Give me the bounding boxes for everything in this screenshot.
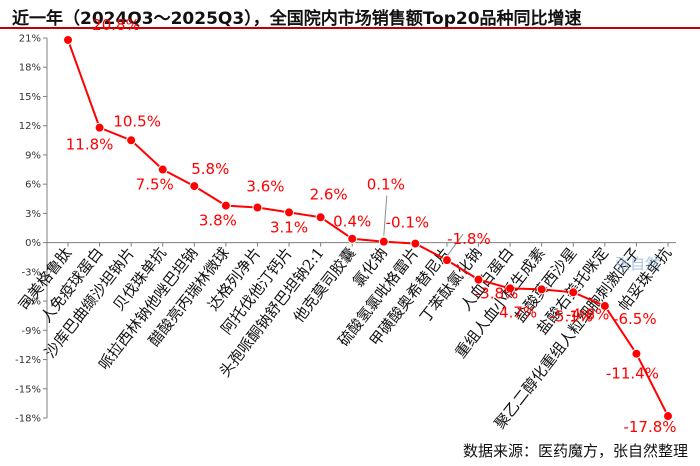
data-point	[410, 238, 421, 249]
data-point	[94, 122, 105, 133]
data-point	[378, 236, 389, 247]
data-point	[220, 200, 231, 211]
y-tick-label: 15%	[19, 92, 41, 103]
data-label: 2.6%	[310, 185, 348, 203]
source-note: 数据来源：医药魔方，张自然整理	[462, 442, 688, 460]
data-label-layer: 20.8% 11.8% 10.5% 7.5% 5.8% 3.8% 3.6% 3.1%2.6% 0…	[66, 16, 677, 436]
data-label: 11.8%	[66, 136, 114, 154]
y-tick-label: 0%	[25, 238, 41, 249]
data-point	[536, 284, 547, 295]
data-label: -0.1%	[386, 214, 430, 232]
data-label: -1.8%	[447, 230, 491, 248]
y-tick-label: -6%	[22, 297, 41, 308]
y-tick-label: 9%	[25, 150, 41, 161]
watermark: 张自然	[615, 255, 661, 273]
y-tick-label: -12%	[15, 355, 41, 366]
data-label: 3.8%	[199, 212, 237, 230]
axis-layer: 21% 18% 15% 12% 9% 6% 3% 0% -3% -6% -9% -12% -15% -18…	[15, 34, 676, 425]
y-tick-label: 6%	[25, 180, 41, 191]
leader-line	[446, 233, 464, 257]
series-line	[67, 39, 669, 417]
data-point	[157, 164, 168, 175]
y-tick-label: -9%	[22, 326, 41, 337]
data-point	[63, 34, 73, 45]
data-label: -17.8%	[623, 418, 676, 436]
series-line-layer	[67, 39, 669, 417]
data-point	[568, 287, 579, 298]
data-label: 10.5%	[113, 112, 161, 130]
y-tick-label: -15%	[15, 384, 41, 395]
data-point	[347, 233, 358, 244]
data-label: -3.8%	[475, 285, 519, 303]
data-point	[189, 181, 200, 192]
data-label: -4.8%	[566, 305, 610, 323]
y-tick-label: 12%	[19, 121, 41, 132]
data-point	[315, 212, 326, 223]
data-label: 3.6%	[246, 178, 284, 196]
data-label: 0.1%	[367, 176, 405, 194]
data-point	[252, 202, 263, 213]
data-label: -5.1%	[549, 307, 593, 325]
data-point	[599, 300, 610, 311]
data-point	[441, 255, 452, 266]
data-label: -6.5%	[613, 310, 657, 328]
data-label: -11.4%	[606, 365, 659, 383]
leader-lines	[383, 195, 464, 257]
data-label: 3.1%	[270, 218, 308, 236]
category-labels: 司美格鲁肽人免疫球蛋白沙库巴曲缬沙坦钠片贝伐珠单抗哌拉西林钠他唑巴坦钠醋酸亮丙瑞…	[15, 244, 675, 432]
data-label: 0.4%	[333, 213, 371, 231]
data-point	[284, 207, 295, 218]
y-tick-label: 18%	[19, 63, 41, 74]
data-point	[505, 283, 516, 294]
data-point	[126, 135, 137, 146]
data-label: 5.8%	[191, 160, 229, 178]
header-rule	[0, 27, 700, 29]
leader-line	[383, 195, 388, 236]
y-tick-label: -18%	[15, 414, 41, 425]
chart-title: 近一年（2024Q3～2025Q3），全国院内市场销售额Top20品种同比增速	[12, 9, 582, 29]
data-point	[473, 274, 484, 285]
marker-layer	[63, 34, 673, 422]
data-point	[663, 411, 673, 422]
data-point	[631, 348, 642, 359]
data-label: 7.5%	[136, 176, 174, 194]
y-tick-label: 21%	[19, 34, 41, 45]
data-label: 4.7%	[499, 303, 537, 321]
data-label: 20.8%	[92, 16, 140, 34]
y-tick-label: 3%	[25, 209, 41, 220]
y-tick-label: -3%	[22, 267, 41, 278]
